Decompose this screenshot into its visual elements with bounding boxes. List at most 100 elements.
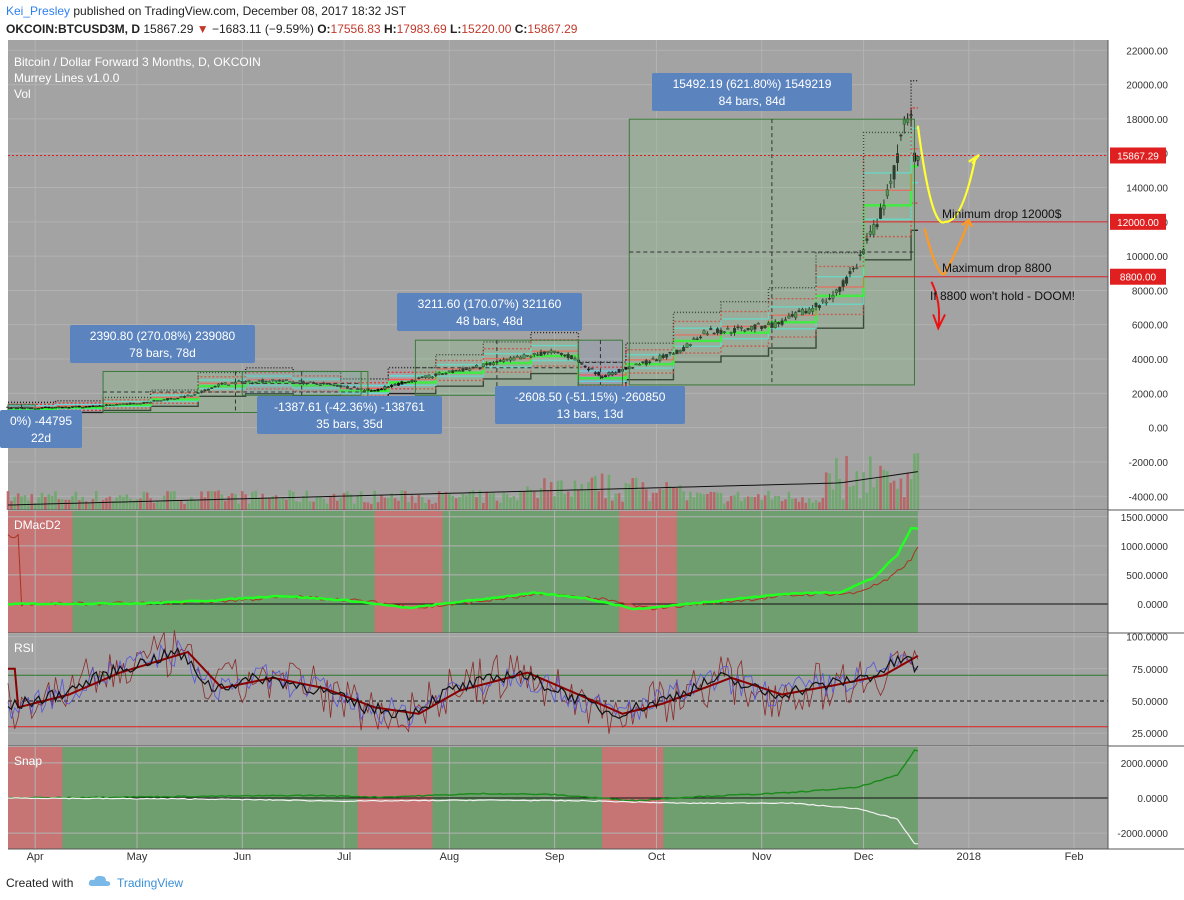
candle-body [498,360,502,362]
volume-bar [916,453,920,510]
y-tick-label: 4000.00 [1132,355,1169,366]
candle-body [464,368,468,370]
volume-bar [529,489,533,510]
author-link[interactable]: Kei_Presley [6,4,71,18]
volume-bar [6,491,10,510]
volume-bar [719,492,723,510]
candle-body [811,308,815,312]
measure-label-line2: 13 bars, 13d [557,407,624,421]
volume-bar [468,491,472,510]
orange-projection-path [923,221,970,276]
candle-body [845,276,849,284]
candle-body [797,310,801,313]
candle-body [288,381,292,383]
candle-body [142,402,146,404]
volume-bar [329,496,332,510]
volume-bar [780,501,784,510]
candle-body [695,338,699,340]
level-badge [1110,213,1166,230]
y-tick-label: 0.00 [1149,424,1169,435]
candle-body [74,405,78,408]
candle-body [593,372,597,374]
volume-bar [733,495,736,510]
candle-body [13,406,17,409]
volume-bar [234,494,237,510]
red-doom-arrow [930,281,941,329]
candle-body [692,338,696,340]
volume-bar [845,456,848,510]
volume-bar [302,496,305,510]
candle-body [223,382,227,385]
candle-body [172,398,176,400]
candle-body [57,406,61,408]
measure-label-line2: 22d [31,431,51,445]
candle-body [739,326,743,329]
volume-bar [403,491,407,510]
dmacd-red-zone [8,511,73,633]
volume-bar [278,499,281,510]
volume-bar [661,489,665,510]
dmacd-green-zone [8,511,918,633]
candle-body [54,406,58,409]
measure-label-box [70,325,255,363]
volume-bar [240,491,244,510]
rsi-slow-line [8,650,919,715]
candle-body [417,377,421,379]
snap-panel-title: Snap [14,754,42,768]
candle-body [777,321,781,325]
chart-svg[interactable]: 2390.80 (270.08%) 239080 78 bars, 78d 3211… [0,40,1184,868]
candle-body [176,397,180,400]
y-tick-label: 14000.00 [1126,184,1168,195]
volume-bar [814,500,818,510]
chart-area[interactable]: 2390.80 (270.08%) 239080 78 bars, 78d 3211… [0,40,1184,868]
candle-body [872,224,876,235]
volume-bar [668,485,672,510]
volume-bar [352,503,356,510]
candle-body [515,356,519,358]
candle-body [362,389,366,392]
measure-label-line1: -1387.61 (-42.36%) -138761 [274,400,425,414]
volume-bar [152,502,156,510]
candle-body [318,384,322,386]
close-value: 15867.29 [527,22,578,36]
candle-body [800,308,804,316]
volume-bar [692,497,696,510]
volume-bar [811,502,814,510]
volume-bar [84,501,88,510]
candle-body [339,384,343,388]
candle-body [580,363,584,365]
candle-body [814,302,818,308]
study-murrey-label: Murrey Lines v1.0.0 [14,71,120,85]
study-vol-label: Vol [14,87,31,101]
candle-body [335,384,339,387]
volume-bar [156,500,159,510]
y-tick-label: 2000.0000 [1121,759,1169,770]
candle-body [716,328,720,334]
y-tick-label: 25.0000 [1132,729,1169,740]
volume-bar [431,503,434,510]
volume-bar [560,480,563,510]
tradingview-link[interactable]: TradingView [117,876,184,890]
candle-body [386,386,390,388]
volume-bar [50,495,54,510]
volume-bar [308,501,312,510]
volume-bar [230,493,234,510]
candle-body [828,297,832,300]
candle-body [817,305,821,308]
candle-body [879,207,883,219]
volume-bar [142,491,146,510]
volume-bar [777,496,780,510]
candle-body [369,390,373,392]
candle-body [210,387,214,389]
volume-bar [549,481,553,510]
measure-label-line1: 3211.60 (170.07%) 321160 [418,297,562,311]
volume-bar [855,471,859,510]
measure-label-line1: 0%) -44795 [10,414,72,428]
volume-bar [478,490,482,510]
volume-bar [27,500,30,510]
candle-body [763,325,767,328]
volume-bar [495,500,499,510]
volume-bar [417,494,421,510]
candle-body [787,315,791,319]
candle-body [261,379,265,383]
